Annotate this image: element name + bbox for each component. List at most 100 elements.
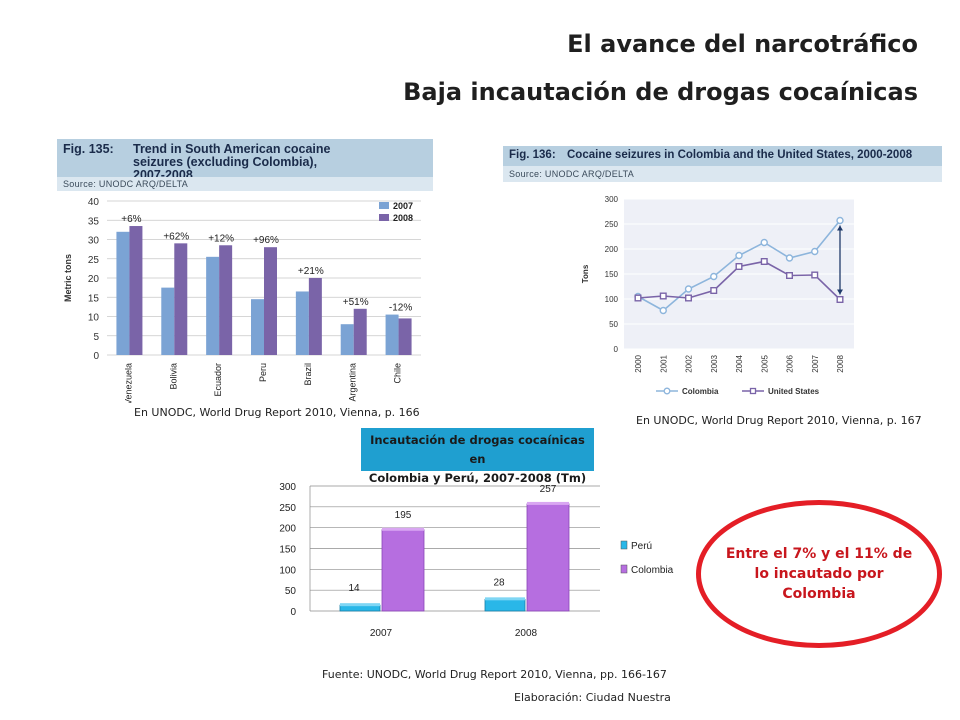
data-label: 195 xyxy=(395,510,412,521)
x-tick-label: Argentina xyxy=(348,363,358,402)
y-tick-label: 300 xyxy=(605,195,619,204)
data-label: 257 xyxy=(540,484,557,495)
data-point xyxy=(811,271,819,279)
y-tick-label: 250 xyxy=(605,220,619,229)
bar-top-Perú xyxy=(485,597,525,601)
legend-marker xyxy=(663,387,671,395)
bar-top-Perú xyxy=(340,603,380,607)
y-axis-label: Tons xyxy=(581,264,590,283)
y-tick-label: 0 xyxy=(93,351,99,362)
caption-left: En UNODC, World Drug Report 2010, Vienna… xyxy=(134,406,420,419)
y-tick-label: 200 xyxy=(605,245,619,254)
data-point xyxy=(684,285,693,293)
data-point xyxy=(836,295,844,303)
legend-label: Colombia xyxy=(682,387,719,396)
bar-2007 xyxy=(340,324,354,355)
x-tick-label: 2008 xyxy=(836,354,845,372)
fig136-chart: 0 50 100 150 200 250 300 Tons 2000 2001 2002 2003 20… xyxy=(581,195,854,396)
y-tick-label: 100 xyxy=(279,565,296,576)
legend-swatch xyxy=(379,214,389,221)
bar-2008 xyxy=(219,245,233,355)
peru-colombia-chart-title: Incautación de drogas cocaínicas en Colo… xyxy=(361,428,594,485)
bar-2008 xyxy=(264,247,277,355)
data-point xyxy=(811,247,819,256)
data-point xyxy=(785,271,793,279)
change-annotation: +12% xyxy=(208,233,234,244)
bar-2007 xyxy=(295,291,309,355)
data-point xyxy=(710,286,718,294)
x-tick-label: Ecuador xyxy=(213,363,223,397)
y-tick-label: 5 xyxy=(93,332,99,343)
legend-label: Perú xyxy=(631,541,652,552)
fig135-label: Fig. 135: xyxy=(63,142,114,156)
data-point xyxy=(684,294,692,302)
legend-swatch xyxy=(379,202,389,209)
y-tick-label: 50 xyxy=(285,586,297,597)
change-annotation: -12% xyxy=(389,303,412,314)
chart-title-line: Incautación de drogas cocaínicas en xyxy=(370,433,585,466)
legend-marker xyxy=(749,387,757,395)
callout-text: Entre el 7% y el 11% de lo incautado por… xyxy=(725,546,913,602)
change-annotation: +96% xyxy=(253,235,279,246)
change-annotation: +6% xyxy=(121,214,141,225)
y-tick-label: 10 xyxy=(88,313,100,324)
change-annotation: +62% xyxy=(163,231,189,242)
legend-label: United States xyxy=(768,387,820,396)
data-point xyxy=(659,292,667,300)
x-tick-label: 2005 xyxy=(760,354,769,372)
y-tick-label: 25 xyxy=(88,255,100,266)
data-point xyxy=(659,306,667,315)
peru-colombia-chart: 0 50 100 150 200 250 300 14 195 2007 28 257 2008 Pe… xyxy=(279,482,674,638)
y-tick-label: 0 xyxy=(614,345,619,354)
data-point xyxy=(785,254,794,262)
bar-2007 xyxy=(251,299,264,355)
data-label: 28 xyxy=(493,577,505,588)
fig136-header: Fig. 136: Cocaine seizures in Colombia an… xyxy=(503,146,942,166)
arrow-head xyxy=(837,289,843,295)
caption-right: En UNODC, World Drug Report 2010, Vienna… xyxy=(636,414,922,427)
fig135-title-line: seizures (excluding Colombia), xyxy=(133,155,318,169)
y-tick-label: 250 xyxy=(279,503,296,514)
bar-2007 xyxy=(161,287,175,355)
chart-title-line: Colombia y Perú, 2007-2008 (Tm) xyxy=(368,471,587,485)
fig136-source: Source: UNODC ARQ/DELTA xyxy=(503,166,942,182)
source-note: Fuente: UNODC, World Drug Report 2010, V… xyxy=(322,668,667,681)
change-annotation: +21% xyxy=(298,266,324,277)
fig135-chart: 0 5 10 15 20 25 30 35 40 Metric tons +6% Venezuela… xyxy=(57,191,433,403)
legend-swatch xyxy=(620,540,628,550)
legend-label: 2007 xyxy=(393,201,413,211)
data-point xyxy=(710,272,718,281)
y-tick-label: 150 xyxy=(605,270,619,279)
x-tick-label: 2003 xyxy=(710,354,719,372)
y-tick-label: 35 xyxy=(88,216,100,227)
legend-swatch xyxy=(620,564,628,574)
data-point xyxy=(760,238,768,247)
fig135-header: Fig. 135: Trend in South American cocaine… xyxy=(57,139,433,182)
data-point xyxy=(634,294,642,302)
fig136-label: Fig. 136: xyxy=(509,149,556,161)
y-tick-label: 30 xyxy=(88,236,100,247)
x-tick-label: 2001 xyxy=(659,354,668,372)
y-axis-label: Metric tons xyxy=(63,254,73,302)
change-annotation: +51% xyxy=(343,297,369,308)
y-tick-label: 100 xyxy=(605,295,619,304)
y-tick-label: 300 xyxy=(279,482,296,493)
bar-2008 xyxy=(353,308,367,355)
slide-title: El avance del narcotráfico xyxy=(567,30,918,58)
x-tick-label: Chile xyxy=(393,363,403,384)
y-tick-label: 15 xyxy=(88,293,100,304)
fig136-title: Fig. 136: Cocaine seizures in Colombia an… xyxy=(509,149,912,162)
bar-2007 xyxy=(385,314,399,355)
bar-2008 xyxy=(129,226,143,355)
fig135-source: Source: UNODC ARQ/DELTA xyxy=(57,177,433,191)
y-tick-label: 200 xyxy=(279,524,296,535)
data-point xyxy=(836,216,844,225)
x-tick-label: Peru xyxy=(258,363,268,382)
legend-label: 2008 xyxy=(393,213,413,223)
y-tick-label: 0 xyxy=(290,607,296,618)
bar-top-Colombia xyxy=(382,527,424,531)
y-tick-label: 20 xyxy=(88,274,100,285)
data-point xyxy=(735,262,743,270)
x-tick-label: Bolivia xyxy=(168,363,178,390)
legend-label: Colombia xyxy=(631,565,674,576)
